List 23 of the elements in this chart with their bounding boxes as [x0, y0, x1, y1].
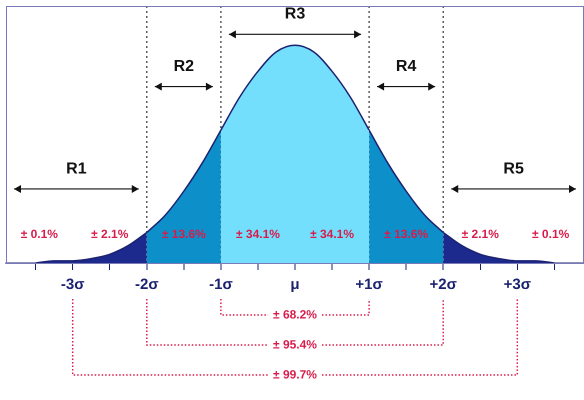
text: R3: [284, 6, 306, 23]
annotation: ± 2.1%: [462, 227, 500, 241]
annotation: ± 2.1%: [91, 227, 129, 241]
x-tick-label: μ: [290, 276, 300, 294]
text: ± 95.4%: [273, 337, 318, 352]
text: ± 99.7%: [273, 367, 318, 382]
text: ± 68.2%: [273, 307, 318, 322]
x-tick-label: +2σ: [430, 276, 457, 294]
x-tick-label: -3σ: [60, 276, 84, 294]
annotation: R4: [396, 58, 416, 75]
annotation: ± 34.1%: [236, 227, 280, 241]
x-tick-label: +3σ: [504, 276, 531, 294]
annotation: R1: [66, 160, 87, 178]
annotation: R2: [174, 58, 194, 75]
annotation: R5: [503, 160, 524, 178]
x-tick-label: -1σ: [209, 276, 233, 294]
annotation: ± 0.1%: [532, 227, 570, 241]
x-tick-label: -2σ: [134, 276, 159, 294]
annotation: ± 13.6%: [162, 227, 206, 241]
annotation: ± 0.1%: [20, 227, 58, 241]
annotation: ± 13.6%: [384, 227, 428, 241]
x-tick-label: +1σ: [355, 276, 383, 294]
annotation: ± 34.1%: [310, 227, 354, 241]
